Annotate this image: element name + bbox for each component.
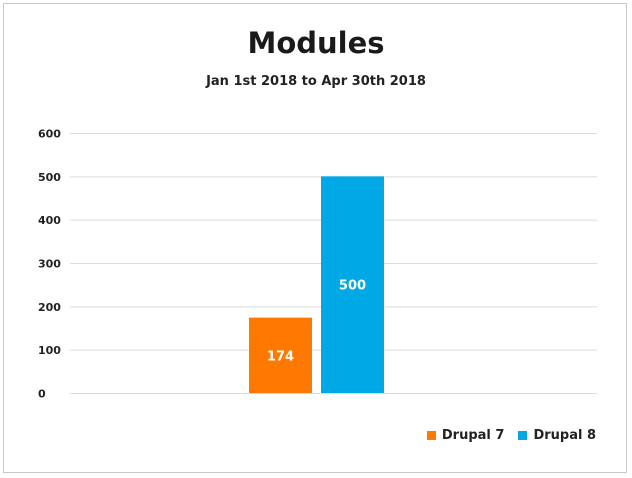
y-tick-label: 500 xyxy=(38,171,61,184)
bar-drupal-7 xyxy=(249,317,312,393)
chart-title: Modules xyxy=(247,26,385,60)
y-tick-label: 0 xyxy=(38,388,46,401)
y-tick-label: 100 xyxy=(38,344,61,357)
y-tick-label: 300 xyxy=(38,258,61,271)
chart-frame xyxy=(3,3,627,473)
legend-swatch xyxy=(518,431,528,440)
y-tick-label: 400 xyxy=(38,214,61,227)
legend-item-drupal-7[interactable]: Drupal 7 xyxy=(426,428,505,443)
y-tick-label: 200 xyxy=(38,301,61,314)
bar-drupal-8 xyxy=(321,176,384,393)
data-label: 174 xyxy=(267,349,294,364)
y-tick-label: 600 xyxy=(38,128,61,141)
legend: Drupal 7 Drupal 8 xyxy=(426,428,596,443)
chart-subtitle: Jan 1st 2018 to Apr 30th 2018 xyxy=(206,74,426,89)
legend-item-drupal-8[interactable]: Drupal 8 xyxy=(518,428,596,443)
data-label: 500 xyxy=(339,279,366,294)
legend-label: Drupal 8 xyxy=(533,428,596,443)
legend-swatch xyxy=(426,431,436,440)
legend-label: Drupal 7 xyxy=(441,428,505,443)
